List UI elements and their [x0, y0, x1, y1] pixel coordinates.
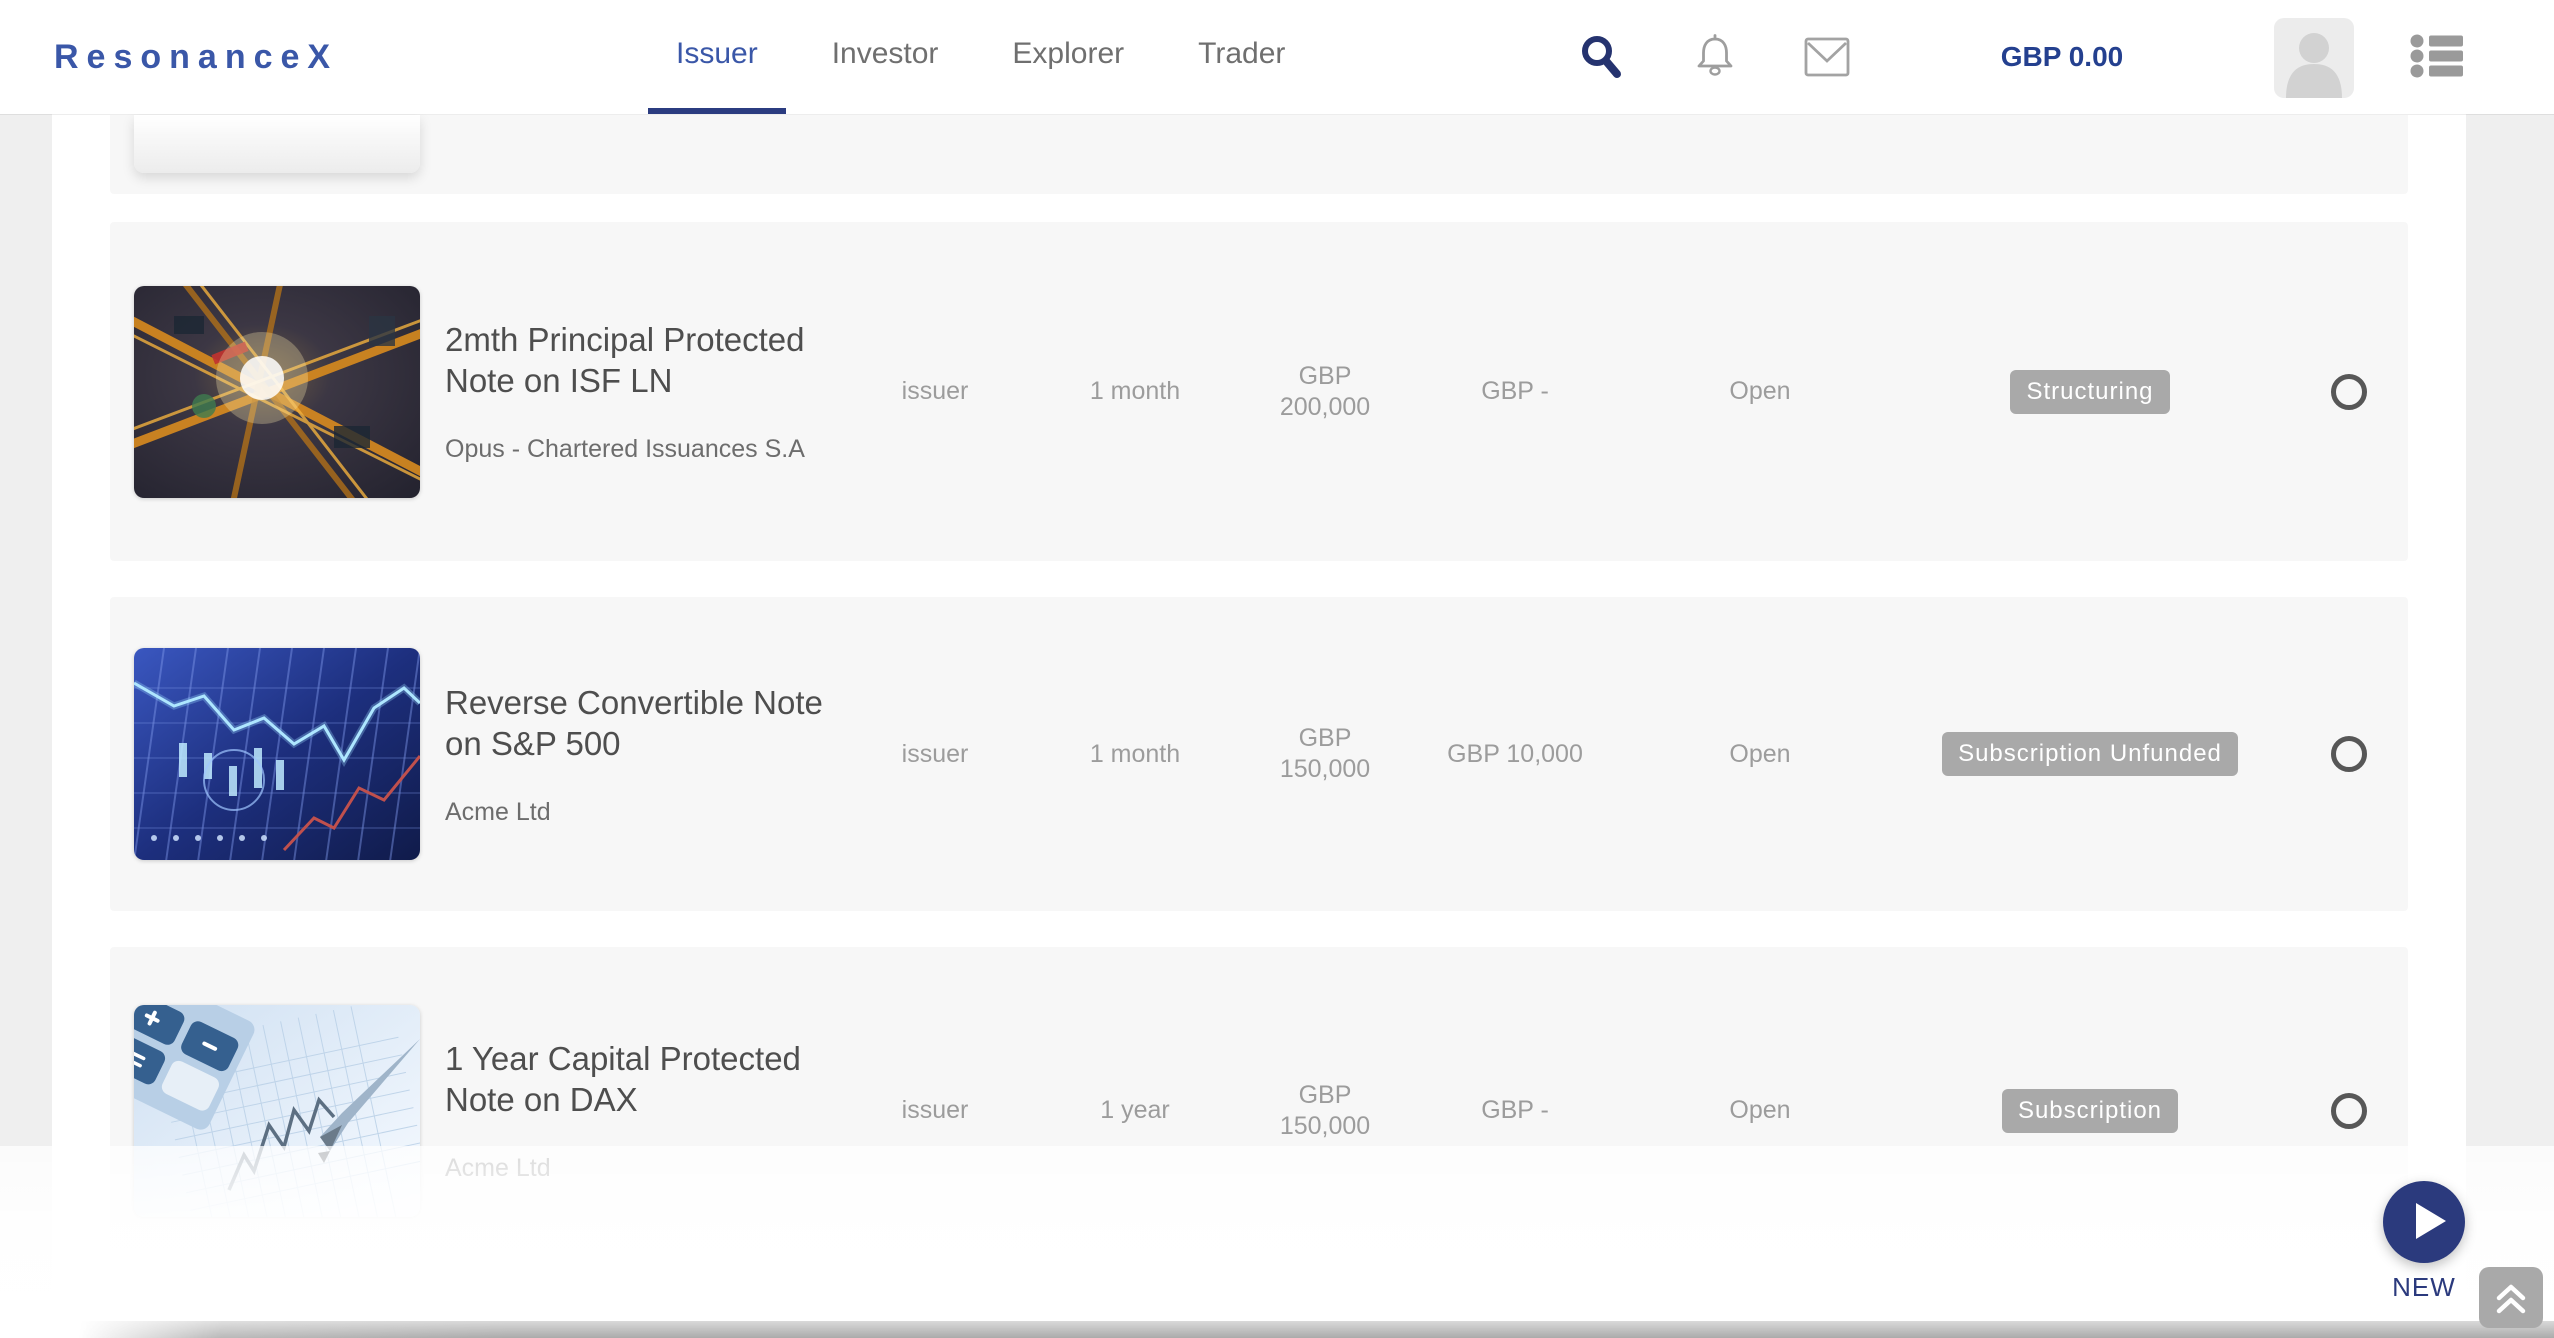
status-cell: Subscription Unfunded — [1890, 732, 2290, 776]
product-title: 1 Year Capital Protected Note on DAX — [445, 1040, 801, 1118]
search-icon[interactable] — [1578, 32, 1626, 87]
wallet-balance[interactable]: GBP 0.00 — [2000, 41, 2124, 72]
tab-explorer[interactable]: Explorer — [1012, 37, 1125, 70]
product-row-partial[interactable] — [110, 115, 2408, 194]
status-badge: Subscription — [2001, 1088, 2179, 1133]
play-icon — [2383, 1180, 2465, 1265]
select-cell — [2290, 736, 2408, 772]
status-cell: Subscription — [1890, 1088, 2290, 1133]
new-product-fab[interactable] — [2383, 1181, 2465, 1263]
product-info: 2mth Principal Protected Note on ISF LN … — [445, 319, 850, 464]
product-title: Reverse Convertible Note on S&P 500 — [445, 683, 823, 762]
role-cell: issuer — [901, 739, 969, 768]
calculator-and-chart-image — [134, 1004, 420, 1217]
size-currency: GBP — [1298, 1080, 1352, 1109]
size-amount: 150,000 — [1279, 1111, 1371, 1140]
size-cell: GBP 150,000 — [1250, 1080, 1400, 1142]
funded-cell: GBP 10,000 — [1447, 739, 1583, 768]
role-cell: issuer — [901, 1096, 969, 1124]
app-logo[interactable]: ResonanceX — [54, 38, 339, 76]
product-list-panel: 2mth Principal Protected Note on ISF LN … — [52, 114, 2466, 1338]
product-info: Reverse Convertible Note on S&P 500 Acme… — [445, 682, 850, 827]
funded-cell: GBP - — [1481, 377, 1549, 405]
product-title: 2mth Principal Protected Note on ISF LN — [445, 321, 805, 399]
product-row[interactable]: Reverse Convertible Note on S&P 500 Acme… — [110, 597, 2408, 911]
stock-market-chart-image — [134, 648, 420, 860]
scroll-to-top-button[interactable] — [2479, 1267, 2543, 1328]
product-info: 1 Year Capital Protected Note on DAX Acm… — [445, 1038, 850, 1183]
product-thumbnail-partial — [134, 115, 420, 173]
role-cell: issuer — [901, 377, 969, 405]
list-menu-icon[interactable] — [2410, 34, 2464, 83]
double-chevron-up-icon — [2479, 1266, 2543, 1330]
tab-issuer[interactable]: Issuer — [648, 0, 786, 114]
product-issuer-name: Opus - Chartered Issuances S.A — [445, 435, 805, 463]
size-amount: 150,000 — [1279, 755, 1371, 783]
avatar[interactable] — [2274, 18, 2354, 98]
product-row[interactable]: 2mth Principal Protected Note on ISF LN … — [110, 222, 2408, 561]
row-select-radio[interactable] — [2331, 1092, 2367, 1129]
tenor-cell: 1 month — [1089, 377, 1181, 405]
tab-trader[interactable]: Trader — [1198, 37, 1286, 70]
select-cell — [2290, 373, 2408, 410]
mail-icon[interactable] — [1804, 37, 1850, 82]
primary-nav: Issuer Investor Explorer Trader — [648, 0, 1331, 114]
size-amount: 200,000 — [1279, 392, 1371, 421]
bell-icon[interactable] — [1692, 31, 1738, 86]
row-select-radio[interactable] — [2331, 373, 2367, 410]
tenor-cell: 1 month — [1089, 739, 1181, 768]
size-currency: GBP — [1298, 724, 1352, 752]
product-issuer-name: Acme Ltd — [445, 1154, 551, 1182]
product-row[interactable]: 1 Year Capital Protected Note on DAX Acm… — [110, 947, 2408, 1274]
state-cell: Open — [1729, 739, 1791, 768]
select-cell — [2290, 1092, 2408, 1129]
status-badge: Structuring — [2010, 369, 2170, 414]
status-badge: Subscription Unfunded — [1942, 732, 2238, 776]
state-cell: Open — [1729, 1096, 1791, 1124]
app-header: ResonanceX Issuer Investor Explorer Trad… — [0, 0, 2554, 114]
tab-investor[interactable]: Investor — [831, 37, 939, 70]
size-currency: GBP — [1298, 361, 1352, 390]
product-issuer-name: Acme Ltd — [445, 797, 551, 826]
row-select-radio[interactable] — [2331, 736, 2367, 772]
size-cell: GBP 200,000 — [1250, 361, 1400, 423]
tenor-cell: 1 year — [1100, 1096, 1170, 1124]
state-cell: Open — [1729, 377, 1791, 405]
aerial-city-night-image — [134, 285, 420, 498]
status-cell: Structuring — [1890, 369, 2290, 414]
funded-cell: GBP - — [1481, 1096, 1549, 1124]
size-cell: GBP 150,000 — [1250, 723, 1400, 785]
